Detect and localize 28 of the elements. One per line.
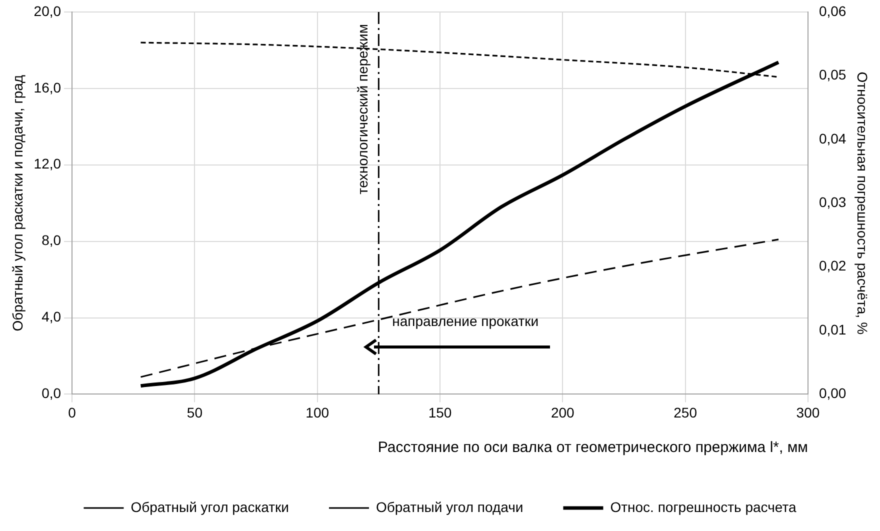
ref-line-label: технологический пережим <box>354 24 371 194</box>
legend-label: Обратный угол подачи <box>376 498 524 515</box>
y2-tick-label: 0,04 <box>818 130 846 146</box>
y-tick-label: 12,0 <box>34 156 62 172</box>
x-tick-label: 0 <box>68 404 76 420</box>
x-tick-label: 50 <box>186 404 203 420</box>
legend-label: Обратный угол раскатки <box>130 498 289 515</box>
x-tick-label: 300 <box>796 404 820 420</box>
y2-tick-label: 0,03 <box>818 194 846 210</box>
y-tick-label: 4,0 <box>42 308 62 325</box>
x-axis-title: Расстояние по оси валка от геометрического прержима l*, мм <box>378 439 808 456</box>
y2-tick-label: 0,05 <box>818 66 846 83</box>
annotation: направление прокатки <box>392 312 539 329</box>
y-tick-label: 20,0 <box>34 2 62 19</box>
y2-tick-label: 0,06 <box>818 2 846 19</box>
x-tick-label: 100 <box>306 404 330 420</box>
legend-label: Относ. погрешность расчета <box>610 498 796 515</box>
y-tick-label: 8,0 <box>42 232 62 248</box>
y2-tick-label: 0,02 <box>818 258 846 274</box>
y-tick-label: 0,0 <box>42 385 62 402</box>
x-tick-label: 200 <box>550 404 575 420</box>
x-tick-label: 150 <box>428 404 452 420</box>
y-axis-title: Обратный угол раскатки и подачи, град <box>9 74 26 332</box>
y2-tick-label: 0,01 <box>818 321 846 338</box>
y2-tick-label: 0,00 <box>818 385 846 402</box>
y2-axis-title: Относительная погрешность расчёта, % <box>854 72 871 335</box>
x-tick-label: 250 <box>674 404 698 420</box>
y-tick-label: 16,0 <box>34 79 62 96</box>
